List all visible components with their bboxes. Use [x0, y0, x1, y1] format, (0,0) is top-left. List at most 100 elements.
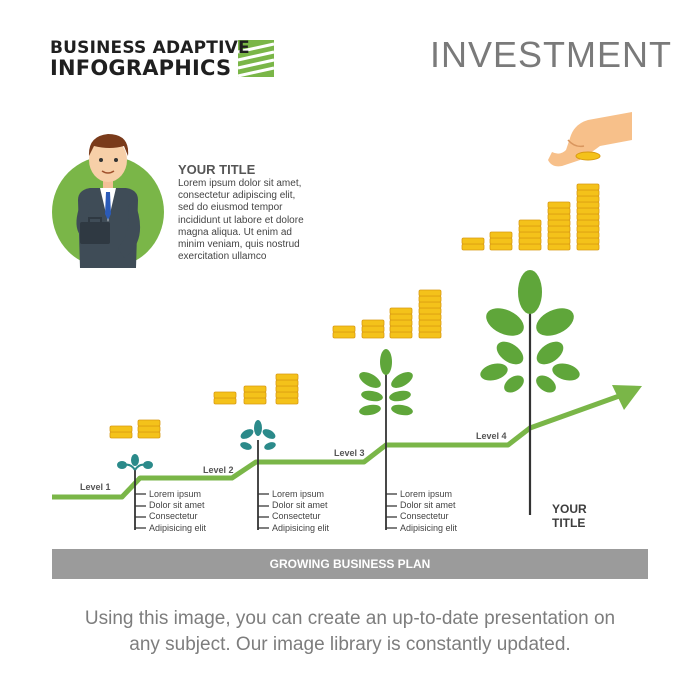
list-item: Lorem ipsum: [272, 489, 325, 499]
caption-line-2: any subject. Our image library is consta…: [129, 634, 571, 655]
intro-line: consectetur adipiscing elit,: [178, 190, 296, 202]
coin: [518, 243, 542, 251]
coin: [243, 391, 267, 399]
coin: [418, 325, 442, 333]
page-heading: INVESTMENT: [430, 34, 673, 75]
coin: [389, 307, 413, 315]
coin: [275, 385, 299, 393]
coin-stack-icon: [137, 419, 161, 439]
coin: [489, 237, 513, 245]
intro-title: YOUR TITLE: [178, 162, 256, 177]
list-item: Dolor sit amet: [272, 500, 328, 511]
plan-banner-label: GROWING BUSINESS PLAN: [269, 557, 431, 571]
coin-stack-icon: [243, 385, 267, 405]
coin: [547, 231, 571, 239]
level-3-label: Level 3: [334, 448, 365, 458]
coin-stack-icon: [418, 289, 442, 339]
coin: [361, 331, 385, 339]
coin: [109, 425, 133, 433]
intro-line: minim veniam, quis nostrud: [178, 239, 300, 251]
final-title-line: YOUR: [552, 502, 587, 516]
brand-line-1: BUSINESS ADAPTIVE: [50, 38, 250, 58]
coin: [389, 325, 413, 333]
coin-stack-icon: [389, 307, 413, 339]
coin-stack-icon: [576, 183, 600, 251]
coin: [489, 243, 513, 251]
list-item: Consectetur: [272, 511, 321, 522]
final-title: YOUR TITLE: [552, 502, 587, 530]
coin: [418, 301, 442, 309]
coin: [547, 207, 571, 215]
list-item: Dolor sit amet: [149, 500, 205, 511]
coin: [518, 237, 542, 245]
businessman-icon: [52, 134, 164, 268]
growth-line: [52, 392, 623, 500]
level-1-label: Level 1: [80, 482, 111, 492]
coin: [418, 313, 442, 321]
caption-line-1: Using this image, you can create an up-t…: [84, 608, 616, 629]
coin: [576, 183, 600, 191]
level-4-label: Level 4: [476, 431, 507, 441]
intro-line: sed do eiusmod tempor: [178, 202, 283, 214]
coin: [389, 313, 413, 321]
coin: [109, 431, 133, 439]
coin-stack-icon: [332, 325, 356, 339]
coin: [547, 201, 571, 209]
coin: [389, 319, 413, 327]
final-title-line: TITLE: [552, 516, 586, 530]
list-item: Adipisicing elit: [272, 522, 330, 533]
coin: [418, 289, 442, 297]
coin: [518, 225, 542, 233]
coin: [361, 325, 385, 333]
coin: [461, 243, 485, 251]
intro-paragraph: Lorem ipsum dolor sit amet, consectetur …: [178, 178, 328, 263]
coin: [275, 397, 299, 405]
coin: [576, 201, 600, 209]
coin: [275, 391, 299, 399]
sprout-icon: [359, 349, 413, 530]
list-item: Consectetur: [400, 511, 449, 522]
coin: [213, 397, 237, 405]
level-2-list: Lorem ipsum Dolor sit amet Consectetur A…: [272, 489, 329, 534]
list-item: Adipisicing elit: [149, 522, 207, 533]
coin: [418, 331, 442, 339]
coin-stack-icon: [547, 201, 571, 251]
coin: [418, 319, 442, 327]
hand-icon: [548, 112, 632, 167]
list-item: Adipisicing elit: [400, 522, 458, 533]
coin: [576, 225, 600, 233]
coin: [576, 213, 600, 221]
coin: [547, 237, 571, 245]
coin: [576, 243, 600, 251]
level-3-list: Lorem ipsum Dolor sit amet Consectetur A…: [400, 489, 457, 534]
coin: [547, 219, 571, 227]
coin: [332, 331, 356, 339]
coin: [518, 231, 542, 239]
coin: [576, 189, 600, 197]
coin-stack-icon: [461, 237, 485, 251]
coin: [547, 243, 571, 251]
sprout-icon: [117, 454, 153, 530]
intro-line: Lorem ipsum dolor sit amet,: [178, 178, 302, 189]
coin-stack-icon: [109, 425, 133, 439]
coin: [243, 397, 267, 405]
arrow-icon: [612, 385, 642, 410]
coin: [547, 213, 571, 221]
coin: [576, 207, 600, 215]
coin: [576, 219, 600, 227]
coin: [332, 325, 356, 333]
coin: [137, 425, 161, 433]
coin: [213, 391, 237, 399]
list-item: Lorem ipsum: [400, 489, 453, 499]
list-connectors: [135, 493, 397, 529]
coin: [137, 431, 161, 439]
brand-line-2: INFOGRAPHICS: [50, 56, 232, 80]
list-item: Dolor sit amet: [400, 500, 456, 511]
coin: [275, 379, 299, 387]
level-1-list: Lorem ipsum Dolor sit amet Consectetur A…: [149, 489, 206, 534]
coin: [461, 237, 485, 245]
intro-line: incididunt ut labore et dolore: [178, 214, 304, 226]
coin-stack-icon: [213, 391, 237, 405]
plan-banner: GROWING BUSINESS PLAN: [52, 549, 648, 579]
